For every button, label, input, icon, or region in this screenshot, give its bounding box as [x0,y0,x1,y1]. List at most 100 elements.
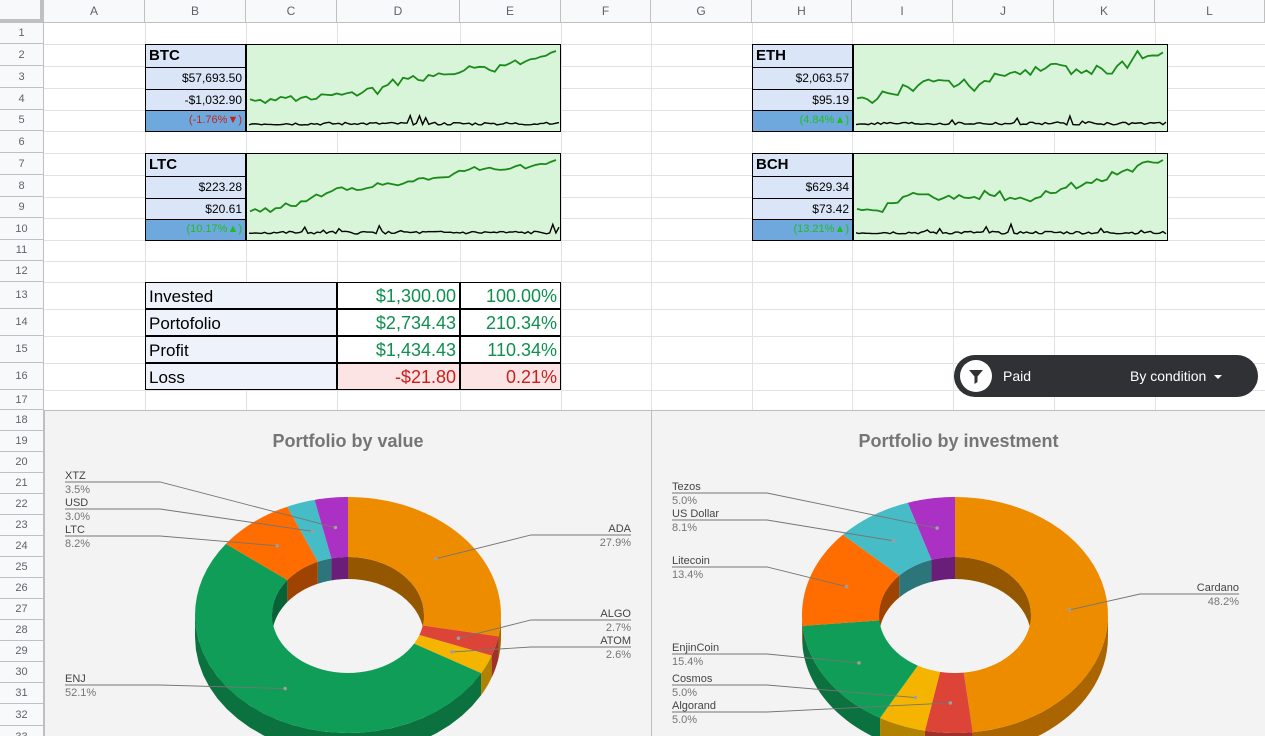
slice-percent: 15.4% [672,656,703,668]
column-header-c[interactable]: C [246,0,337,23]
sparkline-chart [246,153,561,241]
column-header-g[interactable]: G [651,0,752,23]
chart-portfolio-by-investment[interactable]: Portfolio by investment Cardano 48.2% Algo… [651,410,1265,736]
row-header-25[interactable]: 25 [0,557,44,578]
column-header-j[interactable]: J [953,0,1054,23]
slice-label: Litecoin [672,555,710,567]
row-header-23[interactable]: 23 [0,515,44,536]
row-header-31[interactable]: 31 [0,683,44,704]
column-header-d[interactable]: D [337,0,460,23]
caret-down-icon [1214,375,1222,379]
column-header-e[interactable]: E [460,0,561,23]
slice-label: Tezos [672,481,701,493]
slice-label: USD [65,497,88,509]
ticker-change[interactable]: $20.61 [145,199,246,221]
row-header-6[interactable]: 6 [0,131,44,153]
row-header-9[interactable]: 9 [0,197,44,218]
summary-amount[interactable]: $1,434.43 [337,336,460,363]
slice-label: XTZ [65,470,86,482]
summary-percent[interactable]: 100.00% [460,282,561,309]
select-all-corner[interactable] [0,0,44,23]
row-header-16[interactable]: 16 [0,363,44,390]
row-header-14[interactable]: 14 [0,309,44,336]
column-header-l[interactable]: L [1155,0,1265,23]
row-header-7[interactable]: 7 [0,153,44,175]
row-header-21[interactable]: 21 [0,473,44,494]
ticker-change[interactable]: $95.19 [752,90,853,112]
pie-chart-svg: ADA27.9%ALGO2.7%ATOM2.6%ENJ52.1%LTC8.2%U… [45,411,652,736]
summary-label[interactable]: Profit [145,336,337,363]
row-header-4[interactable]: 4 [0,88,44,110]
slice-percent: 5.0% [672,687,697,699]
ticker-price[interactable]: $223.28 [145,177,246,199]
ticker-percent[interactable]: (-1.76%▼) [145,110,246,132]
ticker-percent[interactable]: (4.84%▲) [752,110,853,132]
ticker-price[interactable]: $629.34 [752,177,853,199]
row-header-24[interactable]: 24 [0,536,44,557]
row-header-19[interactable]: 19 [0,431,44,452]
ticker-change[interactable]: -$1,032.90 [145,90,246,112]
column-header-b[interactable]: B [145,0,246,23]
ticker-name[interactable]: BCH [752,153,853,177]
ticker-percent[interactable]: (10.17%▲) [145,219,246,241]
row-header-29[interactable]: 29 [0,641,44,662]
row-header-30[interactable]: 30 [0,662,44,683]
slice-label: LTC [65,524,85,536]
row-header-10[interactable]: 10 [0,218,44,240]
slice-label: ADA [608,523,631,535]
summary-label[interactable]: Portofolio [145,309,337,336]
ticker-name[interactable]: LTC [145,153,246,177]
filter-label: Paid [1003,368,1031,384]
row-header-18[interactable]: 18 [0,410,44,431]
slice-percent: 52.1% [65,687,96,699]
slice-label: ENJ [65,673,86,685]
filter-icon[interactable] [960,360,992,392]
slice-percent: 5.0% [672,495,697,507]
filter-mode-dropdown[interactable]: By condition [1130,368,1222,384]
row-header-1[interactable]: 1 [0,23,44,44]
ticker-percent[interactable]: (13.21%▲) [752,219,853,241]
row-header-8[interactable]: 8 [0,175,44,197]
slice-percent: 13.4% [672,569,703,581]
row-header-32[interactable]: 32 [0,704,44,726]
column-header-a[interactable]: A [44,0,145,23]
column-header-f[interactable]: F [561,0,651,23]
row-header-12[interactable]: 12 [0,261,44,282]
slice-percent: 8.1% [672,522,697,534]
filter-mode-label: By condition [1130,368,1206,384]
summary-label[interactable]: Invested [145,282,337,309]
row-header-3[interactable]: 3 [0,66,44,88]
summary-label[interactable]: Loss [145,363,337,390]
summary-amount[interactable]: -$21.80 [337,363,460,390]
ticker-price[interactable]: $57,693.50 [145,68,246,90]
summary-percent[interactable]: 210.34% [460,309,561,336]
row-header-20[interactable]: 20 [0,452,44,473]
summary-percent[interactable]: 0.21% [460,363,561,390]
column-header-h[interactable]: H [752,0,852,23]
ticker-name[interactable]: BTC [145,44,246,68]
row-header-11[interactable]: 11 [0,240,44,261]
summary-amount[interactable]: $2,734.43 [337,309,460,336]
summary-amount[interactable]: $1,300.00 [337,282,460,309]
row-header-2[interactable]: 2 [0,44,44,66]
ticker-price[interactable]: $2,063.57 [752,68,853,90]
row-header-26[interactable]: 26 [0,578,44,599]
ticker-change[interactable]: $73.42 [752,199,853,221]
column-header-i[interactable]: I [852,0,953,23]
column-header-k[interactable]: K [1054,0,1155,23]
row-header-28[interactable]: 28 [0,620,44,641]
slice-label: ALGO [600,608,631,620]
chart-portfolio-by-value[interactable]: Portfolio by value ADA 27.9% ALGO 2.7% ATOM 2… [44,410,651,736]
row-header-27[interactable]: 27 [0,599,44,620]
row-header-33[interactable]: 33 [0,726,44,736]
ticker-name[interactable]: ETH [752,44,853,68]
row-header-15[interactable]: 15 [0,336,44,363]
row-header-17[interactable]: 17 [0,390,44,410]
filter-chip[interactable]: Paid By condition [954,355,1258,397]
row-header-5[interactable]: 5 [0,110,44,131]
row-header-22[interactable]: 22 [0,494,44,515]
slice-inner-wall [331,557,348,580]
summary-percent[interactable]: 110.34% [460,336,561,363]
row-header-13[interactable]: 13 [0,282,44,309]
